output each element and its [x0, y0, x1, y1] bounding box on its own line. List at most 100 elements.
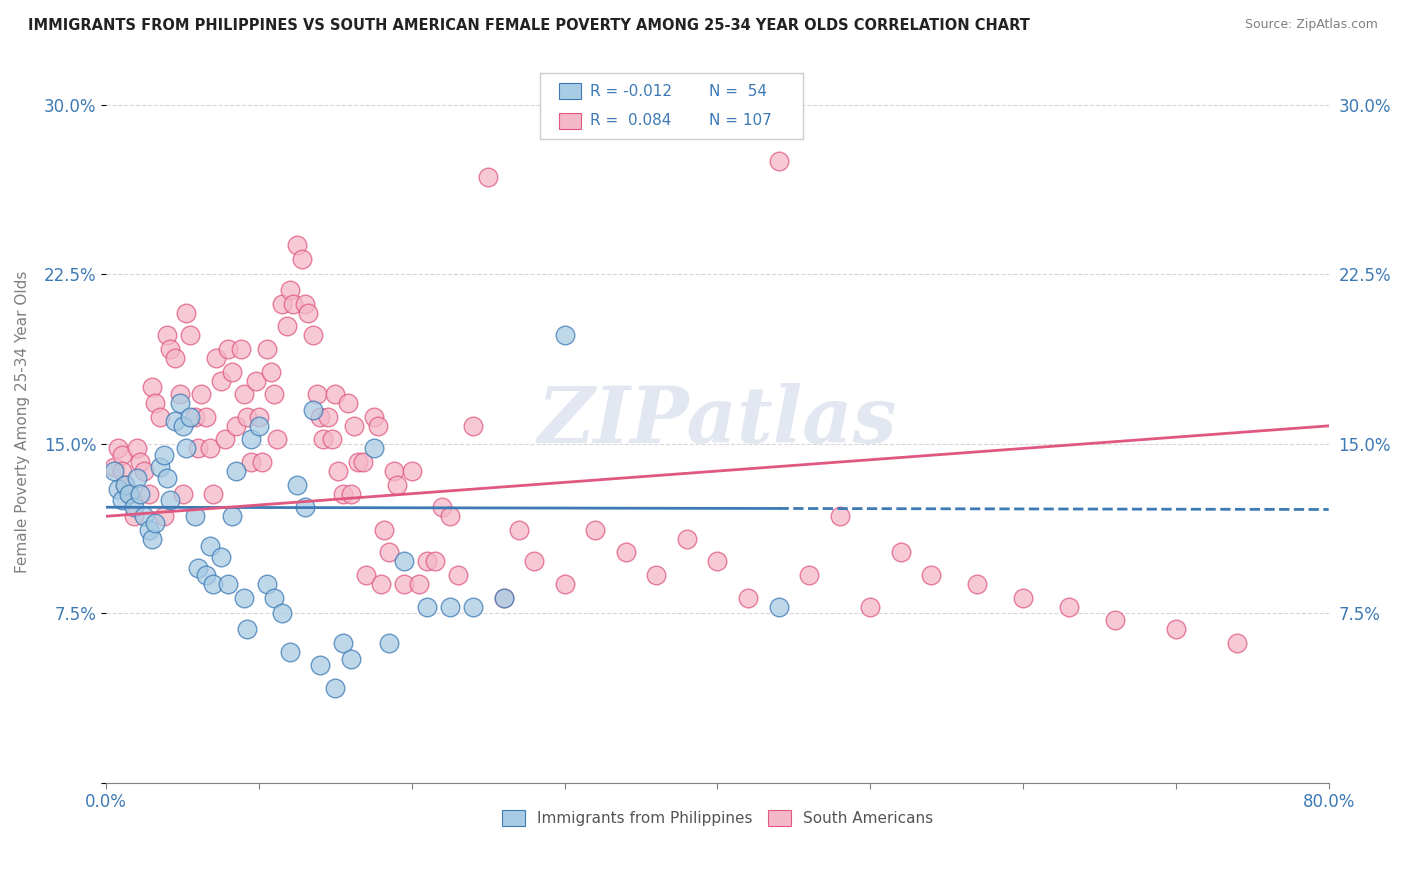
- Point: [1057, 599, 1080, 614]
- Point: [198, 539, 221, 553]
- Point: [107, 442, 129, 456]
- Point: [163, 351, 186, 365]
- Point: [214, 433, 236, 447]
- Point: [172, 418, 194, 433]
- Point: [385, 477, 408, 491]
- Point: [240, 455, 263, 469]
- Point: [439, 509, 461, 524]
- Point: [260, 365, 283, 379]
- Point: [138, 523, 160, 537]
- Point: [367, 418, 389, 433]
- Text: R =  0.084: R = 0.084: [591, 113, 672, 128]
- Point: [179, 409, 201, 424]
- Point: [339, 651, 361, 665]
- Point: [316, 409, 339, 424]
- Point: [363, 442, 385, 456]
- Point: [174, 442, 197, 456]
- Point: [110, 493, 132, 508]
- Point: [236, 409, 259, 424]
- Point: [523, 554, 546, 568]
- Point: [190, 387, 212, 401]
- Point: [645, 568, 668, 582]
- Point: [285, 477, 308, 491]
- Point: [439, 599, 461, 614]
- Point: [184, 509, 207, 524]
- Point: [114, 477, 136, 491]
- Point: [179, 328, 201, 343]
- Point: [221, 365, 243, 379]
- Point: [163, 414, 186, 428]
- Point: [205, 351, 228, 365]
- Point: [225, 418, 247, 433]
- Point: [184, 409, 207, 424]
- Point: [209, 374, 232, 388]
- Point: [583, 523, 606, 537]
- Point: [1164, 623, 1187, 637]
- Point: [325, 681, 347, 695]
- Point: [278, 645, 301, 659]
- Point: [307, 387, 329, 401]
- Point: [382, 464, 405, 478]
- Point: [401, 464, 423, 478]
- Point: [271, 607, 294, 621]
- Text: IMMIGRANTS FROM PHILIPPINES VS SOUTH AMERICAN FEMALE POVERTY AMONG 25-34 YEAR OL: IMMIGRANTS FROM PHILIPPINES VS SOUTH AME…: [28, 18, 1031, 33]
- Point: [169, 396, 191, 410]
- Point: [134, 509, 156, 524]
- Point: [432, 500, 454, 515]
- Point: [416, 554, 439, 568]
- Point: [447, 568, 470, 582]
- Point: [294, 297, 316, 311]
- Point: [461, 599, 484, 614]
- Point: [143, 516, 166, 530]
- Point: [276, 319, 298, 334]
- Point: [492, 591, 515, 605]
- Point: [354, 568, 377, 582]
- Point: [103, 459, 125, 474]
- Point: [291, 252, 314, 266]
- Point: [768, 154, 790, 169]
- Point: [125, 471, 148, 485]
- Point: [256, 342, 278, 356]
- Point: [266, 433, 288, 447]
- Point: [378, 545, 401, 559]
- Point: [332, 636, 354, 650]
- Point: [392, 554, 415, 568]
- Point: [347, 455, 370, 469]
- Point: [890, 545, 912, 559]
- Point: [321, 433, 343, 447]
- Point: [301, 328, 323, 343]
- FancyBboxPatch shape: [558, 83, 581, 99]
- Point: [408, 577, 430, 591]
- Point: [221, 509, 243, 524]
- Point: [768, 599, 790, 614]
- Point: [125, 442, 148, 456]
- Point: [141, 532, 163, 546]
- Point: [1104, 613, 1126, 627]
- Legend: Immigrants from Philippines, South Americans: Immigrants from Philippines, South Ameri…: [502, 810, 934, 826]
- Point: [706, 554, 728, 568]
- Point: [225, 464, 247, 478]
- Point: [309, 409, 332, 424]
- Point: [187, 442, 209, 456]
- Point: [153, 448, 176, 462]
- Point: [138, 486, 160, 500]
- Point: [328, 464, 350, 478]
- Point: [797, 568, 820, 582]
- Point: [1012, 591, 1035, 605]
- Point: [352, 455, 374, 469]
- Point: [966, 577, 988, 591]
- Text: Source: ZipAtlas.com: Source: ZipAtlas.com: [1244, 18, 1378, 31]
- Point: [301, 403, 323, 417]
- Point: [461, 418, 484, 433]
- Point: [159, 342, 181, 356]
- Point: [309, 658, 332, 673]
- Point: [232, 387, 254, 401]
- Point: [122, 500, 145, 515]
- Point: [236, 623, 259, 637]
- Point: [737, 591, 759, 605]
- Point: [416, 599, 439, 614]
- Point: [325, 387, 347, 401]
- Point: [143, 396, 166, 410]
- FancyBboxPatch shape: [558, 112, 581, 128]
- Point: [339, 486, 361, 500]
